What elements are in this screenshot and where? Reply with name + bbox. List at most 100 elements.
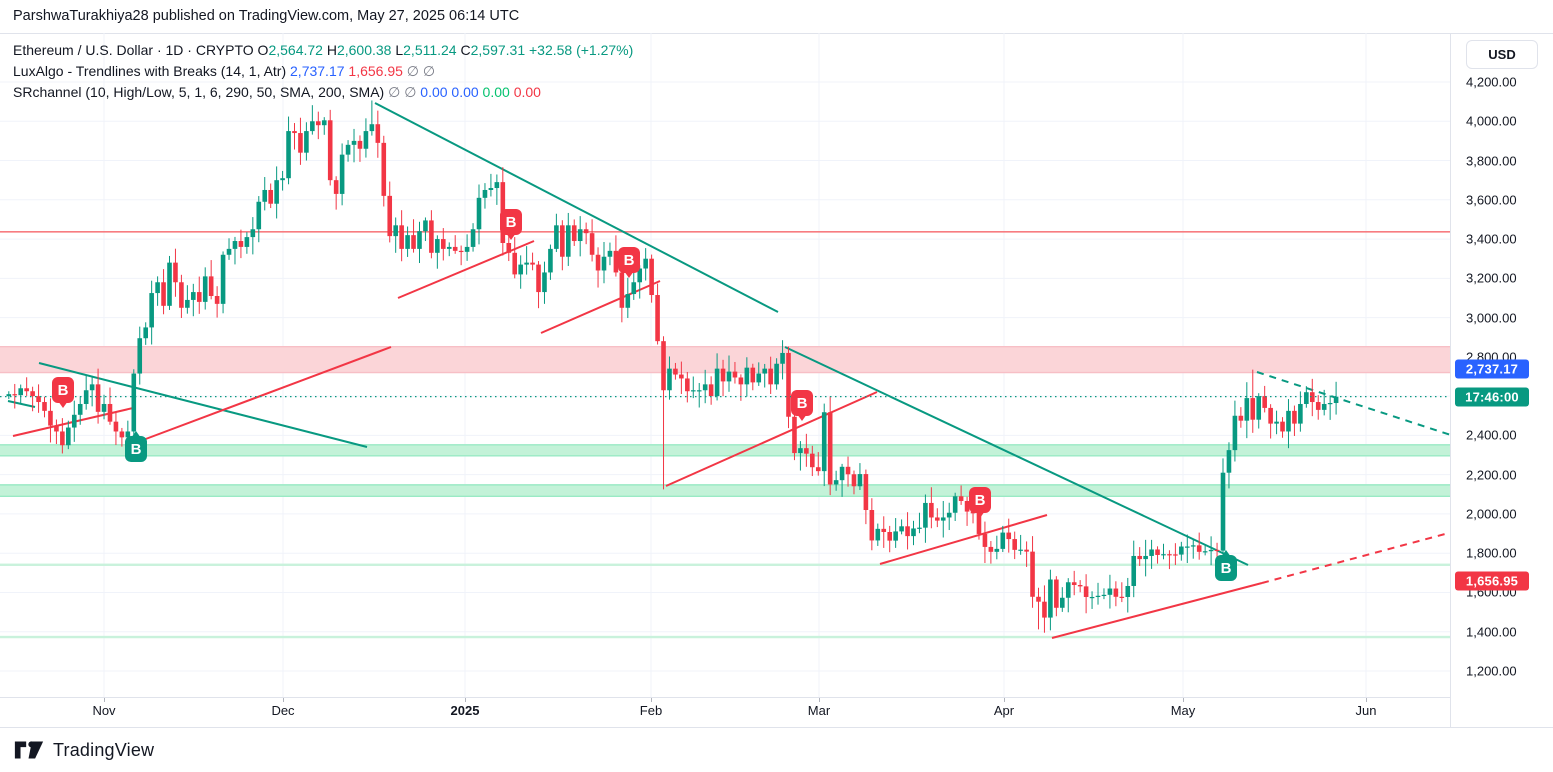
candle-body xyxy=(696,390,702,392)
candle-body xyxy=(702,384,708,391)
uptrend-line xyxy=(879,514,1048,565)
candle-body xyxy=(423,220,428,232)
month-label: Feb xyxy=(639,703,663,718)
uptrend-line xyxy=(142,346,392,441)
candle-body xyxy=(220,254,226,304)
legend-part: 2,597.31 xyxy=(470,42,526,58)
candle-body xyxy=(1315,402,1321,410)
candle-body xyxy=(518,264,523,275)
candle-body xyxy=(964,500,970,512)
candle-body xyxy=(131,373,137,432)
time-tick-mark xyxy=(1366,698,1367,702)
currency-unit-button[interactable]: USD xyxy=(1466,40,1538,69)
downtrend-line xyxy=(7,400,36,408)
candle-body xyxy=(667,368,672,391)
legend-part: 0.00 xyxy=(420,84,448,100)
time-tick-mark xyxy=(283,698,284,702)
candle-body xyxy=(863,474,869,511)
candle-body xyxy=(798,448,803,454)
trendline-break-marker: B xyxy=(618,247,640,278)
candle-body xyxy=(643,258,648,269)
candle-body xyxy=(762,368,768,374)
candle-body xyxy=(375,124,381,143)
candle-body xyxy=(208,276,214,297)
price-tick-label: 1,200.00 xyxy=(1466,663,1517,679)
price-tick-label: 2,000.00 xyxy=(1466,506,1517,522)
candle-body xyxy=(911,528,916,537)
candle-body xyxy=(107,403,113,422)
candle-body xyxy=(649,258,654,296)
candle-body xyxy=(982,533,988,547)
candle-body xyxy=(12,394,18,396)
candle-body xyxy=(417,231,422,249)
svg-text:B: B xyxy=(975,492,986,509)
candle-body xyxy=(1006,532,1012,540)
uptrend-line xyxy=(540,280,661,334)
candle-body xyxy=(952,496,958,513)
candle-body xyxy=(1036,596,1041,602)
candle-body xyxy=(464,246,470,252)
candle-body xyxy=(71,414,77,428)
candle-body xyxy=(935,517,940,521)
svg-text:B: B xyxy=(797,395,808,412)
candle-body xyxy=(1107,588,1113,595)
candle-body xyxy=(167,262,172,306)
legend-part: LuxAlgo - Trendlines with Breaks (14, 1,… xyxy=(13,63,287,79)
candle-body xyxy=(690,390,696,392)
candle-body xyxy=(1208,549,1214,552)
candle-body xyxy=(881,528,887,532)
price-axis-separator xyxy=(1450,33,1451,727)
trendline-break-marker: B xyxy=(52,377,74,408)
candle-body xyxy=(637,268,643,283)
candle-body xyxy=(1274,421,1279,424)
month-label: Jun xyxy=(1355,703,1377,718)
candle-body xyxy=(994,548,1000,552)
legend-part: +32.58 (+1.27%) xyxy=(525,42,634,58)
legend-part: L xyxy=(391,42,404,58)
candle-body xyxy=(161,282,166,306)
candle-body xyxy=(506,242,512,253)
candle-body xyxy=(268,189,273,204)
candle-body xyxy=(89,384,95,391)
support-level-line xyxy=(0,563,1450,566)
svg-text:B: B xyxy=(506,214,517,231)
candle-body xyxy=(738,377,744,385)
candle-body xyxy=(298,133,303,153)
price-tick-label: 3,200.00 xyxy=(1466,270,1517,286)
candle-body xyxy=(1018,549,1023,551)
candle-body xyxy=(173,262,178,283)
candle-body xyxy=(339,154,345,194)
legend-row-symbol[interactable]: Ethereum / U.S. Dollar · 1D · CRYPTO O2,… xyxy=(13,40,633,61)
published-attribution: ParshwaTurakhiya28 published on TradingV… xyxy=(13,8,520,24)
candle-body xyxy=(42,402,47,411)
candle-body xyxy=(1232,415,1238,451)
legend-row-luxalgo[interactable]: LuxAlgo - Trendlines with Breaks (14, 1,… xyxy=(13,61,633,82)
legend-part: 2,564.72 xyxy=(268,42,323,58)
candle-body xyxy=(1012,539,1017,550)
candle-body xyxy=(1095,595,1101,598)
candle-body xyxy=(988,546,994,552)
tradingview-logo[interactable]: TradingView xyxy=(13,738,154,762)
candle-body xyxy=(940,517,946,521)
month-label: Apr xyxy=(993,703,1015,718)
price-tick-label: 2,400.00 xyxy=(1466,427,1517,443)
candle-body xyxy=(601,256,607,271)
candle-body xyxy=(1220,472,1226,551)
candle-body xyxy=(1101,594,1107,597)
candle-body xyxy=(1244,398,1250,421)
price-tick-label: 4,200.00 xyxy=(1466,74,1517,90)
downtrend-line xyxy=(374,102,779,313)
candle-body xyxy=(1060,597,1065,608)
candle-body xyxy=(1077,585,1083,587)
candle-body xyxy=(1179,546,1184,555)
tradingview-logo-text: TradingView xyxy=(53,739,155,760)
candle-body xyxy=(137,338,143,374)
legend-row-srchannel[interactable]: SRchannel (10, High/Low, 5, 1, 6, 290, 5… xyxy=(13,82,633,103)
trendline-break-marker: B xyxy=(125,431,147,462)
candle-body xyxy=(369,124,375,132)
candle-body xyxy=(179,282,184,308)
legend-part: 0.00 xyxy=(509,84,541,100)
bar-close-countdown-label: 17:46:00 xyxy=(1455,387,1529,407)
candle-body xyxy=(435,239,440,253)
